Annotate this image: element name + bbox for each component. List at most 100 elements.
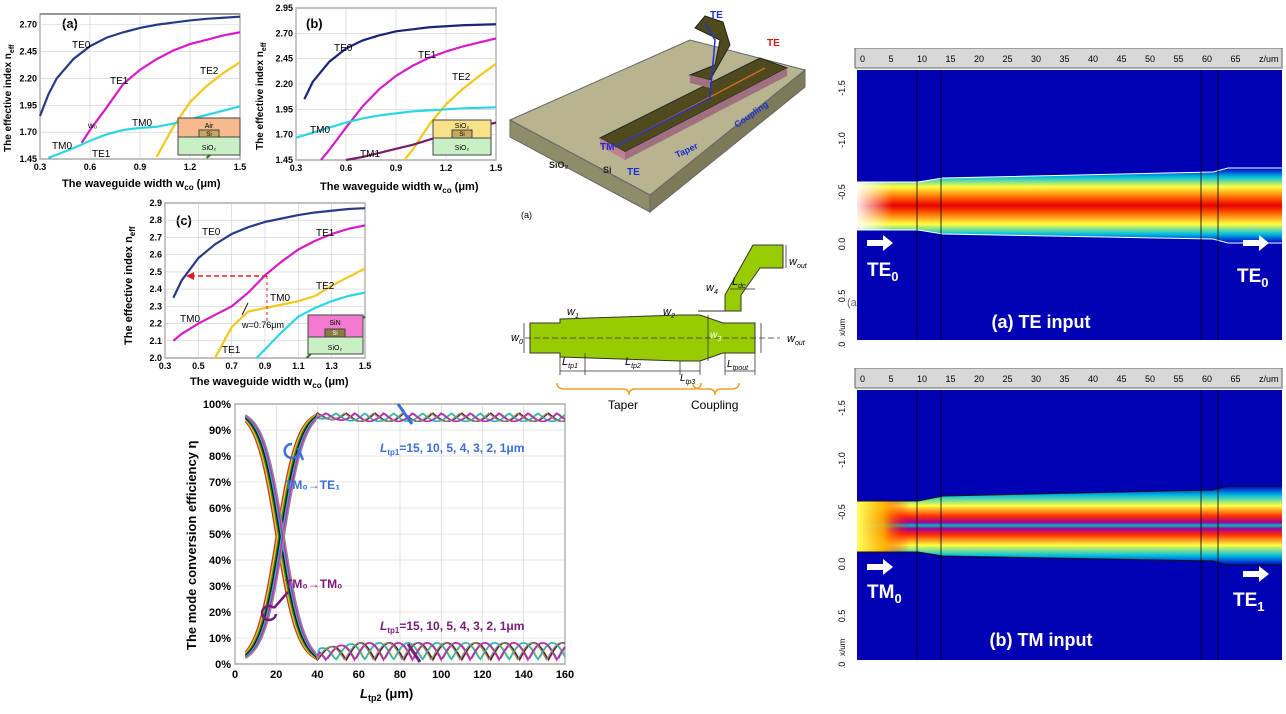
x-tick-label: 100 [432, 669, 450, 681]
plot-c-label-te2: TE2 [316, 281, 335, 292]
y-tick-label: 2.3 [149, 301, 162, 311]
ruler-tick-label: 25 [1003, 54, 1013, 64]
schematic-wout-top: wout [789, 256, 808, 270]
device-label-te-right: TE [767, 38, 780, 49]
y-tick-label: 1.70 [275, 130, 293, 140]
x-tick-label: 60 [353, 669, 365, 681]
x-tick-label: 160 [556, 669, 574, 681]
y-tick-label: 1.95 [19, 100, 37, 110]
plot-a-label-te1b: TE1 [92, 149, 111, 160]
plot-c-inset-label-1: SiN [329, 320, 340, 327]
efficiency-tm-line [244, 415, 566, 662]
plot-a: (a) 1.45 1.70 1.95 2.20 2.45 2.70 0.3 0.6 0.9 1.2… [0, 0, 250, 195]
field-tm-yaxis [833, 388, 855, 668]
plot-eff-ylabel: The mode conversion efficiency η [184, 440, 199, 650]
ruler-tick-label: 60 [1202, 54, 1212, 64]
plot-c-label-tm0b: TM0 [180, 314, 200, 325]
ruler-tick-label: 40 [1088, 374, 1098, 384]
x-tick-label: 0.3 [34, 162, 47, 172]
plot-a-inset-label-2: Si [206, 132, 211, 138]
mode-path [614, 23, 716, 148]
field-tm-output-label: TE1 [1233, 590, 1265, 614]
plot-efficiency-svg: 0% 10% 20% 30% 40% 50% 60% 70% 80% 90% 100% 0 20 40 60… [184, 399, 574, 703]
x-tick-label: 1.5 [359, 361, 372, 371]
device-caption: (a) [521, 210, 532, 220]
y-tick-label: 20% [209, 607, 231, 619]
y-tick-label: 1.45 [275, 155, 293, 165]
x-tick-label: 0.3 [290, 163, 303, 173]
field-te-caption: (a) TE input [992, 312, 1091, 332]
series-line-te0 [38, 15, 241, 117]
x-tick-label: 120 [473, 669, 491, 681]
plot-c-inset-label-2: Si [332, 331, 337, 337]
plot-eff-legend-top: Ltp1=15, 10, 5, 4, 3, 2, 1μm [380, 441, 524, 457]
x-tick-label: 0.3 [159, 361, 172, 371]
field-tm-input-arrow [867, 559, 893, 575]
field-y-tick-label: -1.0 [837, 132, 847, 148]
y-tick-label: 2.7 [149, 232, 162, 242]
field-te-output-label: TE0 [1237, 266, 1269, 290]
x-tick-label: 140 [515, 669, 533, 681]
y-tick-label: 1.45 [19, 154, 37, 164]
field-y-tick-label: -1.5 [837, 400, 847, 416]
ruler-tick-label: 5 [889, 54, 894, 64]
series-line-te2 [255, 291, 366, 359]
field-y-tick-label: 1.0 [837, 662, 847, 668]
x-tick-label: 0.9 [259, 361, 272, 371]
schematic-ltp1: Ltp1 [562, 356, 578, 370]
plot-c-inset-label-3: SiO₂ [328, 345, 343, 352]
device-label-tm: TM [600, 142, 614, 153]
y-tick-label: 2.95 [275, 3, 293, 13]
field-y-tick-label: 0.5 [837, 290, 847, 303]
series-line-te0 [172, 207, 366, 299]
x-tick-label: 1.1 [292, 361, 305, 371]
y-tick-label: 90% [209, 425, 231, 437]
y-tick-label: 2.20 [19, 73, 37, 83]
schematic-w0: w0 [511, 332, 523, 346]
schematic-ltp3: Ltp3 [680, 373, 695, 386]
y-tick-label: 40% [209, 555, 231, 567]
y-tick-label: 10% [209, 633, 231, 645]
plot-c-label-te1: TE1 [316, 228, 335, 239]
x-tick-label: 0.6 [84, 162, 97, 172]
substrate-side [649, 68, 806, 214]
y-tick-label: 2.4 [149, 284, 162, 294]
plot-a-panel-label: (a) [62, 16, 78, 31]
schematic-coupler-body [698, 244, 784, 312]
plot-a-inset-label-3: SiO₂ [202, 145, 217, 152]
x-tick-label: 0 [232, 669, 238, 681]
y-tick-label: 0% [215, 659, 231, 671]
y-tick-label: 2.2 [149, 319, 162, 329]
ruler-tick-label: 55 [1174, 374, 1184, 384]
x-tick-label: 0.5 [192, 361, 205, 371]
schematic-coupling-brace [692, 382, 740, 396]
plot-c-ylabel: The effective index neff [123, 226, 137, 345]
x-tick-label: 0.7 [225, 361, 238, 371]
y-tick-label: 30% [209, 581, 231, 593]
x-tick-label: 1.5 [234, 162, 247, 172]
plot-b-ylabel: The effective index neff [255, 42, 268, 150]
plot-c-label-te1b: TE1 [222, 345, 241, 356]
series-line-te1 [80, 31, 241, 144]
plot-a-inset-core [198, 129, 220, 138]
x-tick-label: 20 [270, 669, 282, 681]
field-te-output-arrow [1243, 235, 1269, 251]
ruler-tick-label: 15 [946, 54, 956, 64]
field-tm-ruler [854, 367, 1283, 389]
field-te-beam-core [857, 177, 1033, 235]
x-tick-label: 1.2 [440, 163, 453, 173]
stray-label: (a [847, 297, 858, 309]
plot-b-label-te1: TE1 [418, 50, 437, 61]
schematic-w1: w1 [567, 306, 579, 320]
ruler-tick-label: 20 [974, 374, 984, 384]
plot-eff-legend-bottom: Ltp1=15, 10, 5, 4, 3, 2, 1μm [380, 619, 524, 635]
y-tick-label: 2.8 [149, 215, 162, 225]
y-tick-label: 2.0 [149, 353, 162, 363]
field-y-tick-label: -1.5 [837, 80, 847, 96]
plot-eff-label-te: TM₀→TE₁ [285, 478, 340, 492]
device-3d-svg: TE TE TM Si TE SiO₂ Taper Coupling (a) [508, 10, 807, 220]
field-tm-output-arrow [1243, 566, 1269, 582]
x-tick-label: 80 [394, 669, 406, 681]
plot-eff-curl-te [283, 442, 305, 461]
ruler-tick-label: 45 [1117, 54, 1127, 64]
